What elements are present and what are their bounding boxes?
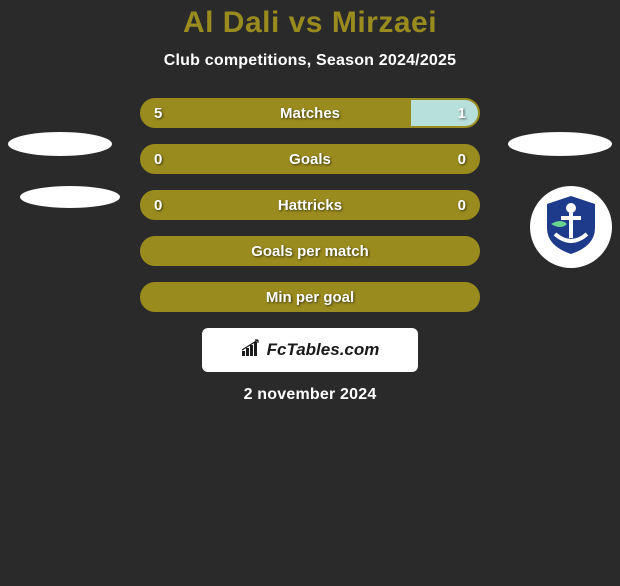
stat-value-right: 0 (458, 192, 466, 218)
stat-row-hattricks: 0 Hattricks 0 (140, 190, 480, 220)
comparison-title: Al Dali vs Mirzaei (0, 6, 620, 40)
stat-rows: 5 Matches 1 0 Goals 0 0 Hattricks 0 Goal… (0, 98, 620, 312)
comparison-subtitle: Club competitions, Season 2024/2025 (0, 52, 620, 70)
stat-label: Min per goal (142, 284, 478, 310)
stat-label: Hattricks (142, 192, 478, 218)
watermark: FcTables.com (202, 328, 418, 372)
stat-row-goals-per-match: Goals per match (140, 236, 480, 266)
stat-label: Matches (142, 100, 478, 126)
stat-label: Goals per match (142, 238, 478, 264)
stat-row-goals: 0 Goals 0 (140, 144, 480, 174)
stat-row-min-per-goal: Min per goal (140, 282, 480, 312)
stat-value-right: 0 (458, 146, 466, 172)
stat-value-right: 1 (458, 100, 466, 126)
watermark-text: FcTables.com (267, 340, 380, 360)
snapshot-date: 2 november 2024 (0, 386, 620, 404)
bar-chart-icon (241, 339, 263, 362)
stat-row-matches: 5 Matches 1 (140, 98, 480, 128)
stat-label: Goals (142, 146, 478, 172)
